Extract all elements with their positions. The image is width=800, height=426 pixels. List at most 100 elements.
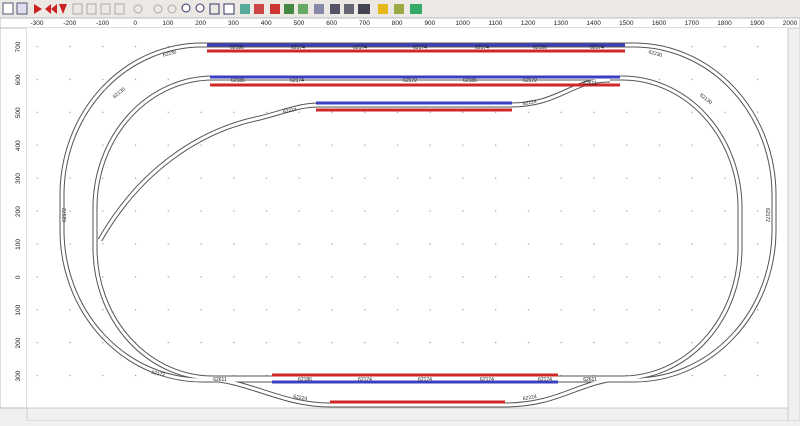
track-label: 62174 bbox=[590, 45, 604, 51]
btn-landscape[interactable] bbox=[240, 4, 250, 14]
btn-zoom-out[interactable] bbox=[195, 3, 205, 13]
top-ruler-label: 400 bbox=[261, 20, 272, 27]
top-ruler-label: -200 bbox=[63, 20, 76, 27]
btn-train[interactable] bbox=[394, 4, 404, 14]
top-ruler-label: 300 bbox=[228, 20, 239, 27]
track-label: 62224 bbox=[293, 394, 308, 402]
left-ruler-label: 300 bbox=[15, 370, 22, 381]
ruler-labels: -300 -200 -100 0 100 200 300 400 500 600 700 800 900… bbox=[15, 20, 798, 381]
top-ruler-label: 1500 bbox=[619, 20, 634, 27]
track-label: 62224 bbox=[282, 107, 297, 115]
btn-layers[interactable] bbox=[358, 4, 370, 14]
left-ruler-label: 200 bbox=[15, 337, 22, 348]
btn-delete[interactable] bbox=[114, 3, 125, 15]
track-label: 62174 bbox=[358, 377, 372, 383]
top-ruler-label: 1400 bbox=[586, 20, 601, 27]
track-label: 62611 bbox=[213, 377, 227, 383]
left-ruler-label: 0 bbox=[15, 275, 22, 279]
btn-paste[interactable] bbox=[100, 3, 111, 15]
btn-block[interactable] bbox=[378, 4, 388, 14]
btn-open[interactable] bbox=[16, 2, 28, 15]
top-ruler-label: 1800 bbox=[717, 20, 732, 27]
top-ruler-label: 1900 bbox=[750, 20, 765, 27]
btn-redo[interactable] bbox=[167, 4, 177, 14]
track-label: 62230 bbox=[648, 49, 663, 58]
v-scrollbar[interactable] bbox=[787, 27, 800, 422]
track-label: 62186 bbox=[298, 377, 312, 383]
left-ruler-label: 600 bbox=[15, 74, 22, 85]
track-label: 62186 bbox=[231, 78, 245, 84]
btn-bridge[interactable] bbox=[314, 4, 324, 14]
btn-grid[interactable] bbox=[223, 3, 235, 15]
top-ruler-label: 1000 bbox=[455, 20, 470, 27]
btn-tracks[interactable] bbox=[254, 4, 264, 14]
top-ruler-label: 700 bbox=[359, 20, 370, 27]
track-label: 62172 bbox=[62, 208, 68, 222]
btn-back[interactable] bbox=[45, 4, 57, 14]
btn-3d[interactable] bbox=[410, 4, 422, 14]
track-label: 62224 bbox=[522, 394, 537, 402]
btn-undo[interactable] bbox=[153, 4, 163, 14]
btn-cut[interactable] bbox=[72, 3, 83, 15]
track-label: 62230 bbox=[162, 49, 177, 58]
top-ruler-label: 900 bbox=[424, 20, 435, 27]
track-label: 62172 bbox=[764, 208, 770, 222]
btn-tree[interactable] bbox=[284, 4, 294, 14]
track-label: 62224 bbox=[522, 99, 537, 107]
top-ruler-label: 1200 bbox=[521, 20, 536, 27]
track-label: 62172 bbox=[151, 370, 166, 378]
track-label: 62174 bbox=[538, 377, 552, 383]
btn-zoom-in[interactable] bbox=[181, 3, 191, 13]
track-label: 62186 bbox=[463, 78, 477, 84]
toolbar-buttons bbox=[2, 2, 422, 15]
top-ruler-label: 0 bbox=[133, 20, 137, 27]
top-ruler-label: 1700 bbox=[685, 20, 700, 27]
btn-down[interactable] bbox=[59, 4, 67, 14]
track-label: 62174 bbox=[480, 377, 494, 383]
btn-rotate[interactable] bbox=[133, 4, 143, 14]
track-layout bbox=[59, 42, 777, 412]
track-label: 62186 bbox=[230, 45, 244, 51]
top-ruler-label: 1100 bbox=[488, 20, 502, 27]
track-label: 62174 bbox=[475, 45, 489, 51]
btn-terrain[interactable] bbox=[298, 4, 308, 14]
btn-stop[interactable] bbox=[270, 4, 280, 14]
btn-fit[interactable] bbox=[209, 3, 220, 15]
left-ruler-label: 100 bbox=[15, 239, 22, 250]
track-label: 62174 bbox=[413, 45, 427, 51]
btn-copy[interactable] bbox=[86, 3, 97, 15]
left-ruler-label: 500 bbox=[15, 107, 22, 118]
track-label: 62174 bbox=[418, 377, 432, 383]
track-label: 62174 bbox=[353, 45, 367, 51]
left-ruler-label: 300 bbox=[15, 173, 22, 184]
track-label: 62174 bbox=[291, 45, 305, 51]
dot-grid bbox=[27, 28, 788, 408]
top-ruler-label: -300 bbox=[30, 20, 43, 27]
btn-new[interactable] bbox=[2, 2, 14, 15]
track-label: 62611 bbox=[583, 81, 597, 87]
btn-station[interactable] bbox=[330, 4, 340, 14]
left-ruler bbox=[0, 27, 28, 409]
top-ruler-label: 200 bbox=[195, 20, 206, 27]
track-label: 62172 bbox=[403, 78, 417, 84]
left-ruler-label: 700 bbox=[15, 41, 22, 52]
top-ruler-label: 800 bbox=[392, 20, 403, 27]
track-label: 62611 bbox=[583, 377, 597, 383]
top-ruler-label: 1300 bbox=[554, 20, 569, 27]
left-ruler-label: 400 bbox=[15, 140, 22, 151]
h-scrollbar[interactable] bbox=[26, 407, 789, 422]
btn-tunnel[interactable] bbox=[344, 4, 354, 14]
top-ruler-label: 500 bbox=[293, 20, 304, 27]
left-ruler-label: 100 bbox=[15, 304, 22, 315]
top-ruler-label: 1600 bbox=[652, 20, 667, 27]
top-ruler-label: 2000 bbox=[783, 20, 798, 27]
left-ruler-label: 200 bbox=[15, 206, 22, 217]
top-ruler-label: 100 bbox=[163, 20, 174, 27]
top-ruler-label: -100 bbox=[96, 20, 109, 27]
track-label: 62186 bbox=[533, 45, 547, 51]
track-label: 62174 bbox=[290, 78, 304, 84]
btn-play[interactable] bbox=[34, 4, 42, 14]
top-ruler-label: 600 bbox=[326, 20, 337, 27]
track-label: 62172 bbox=[523, 78, 537, 84]
